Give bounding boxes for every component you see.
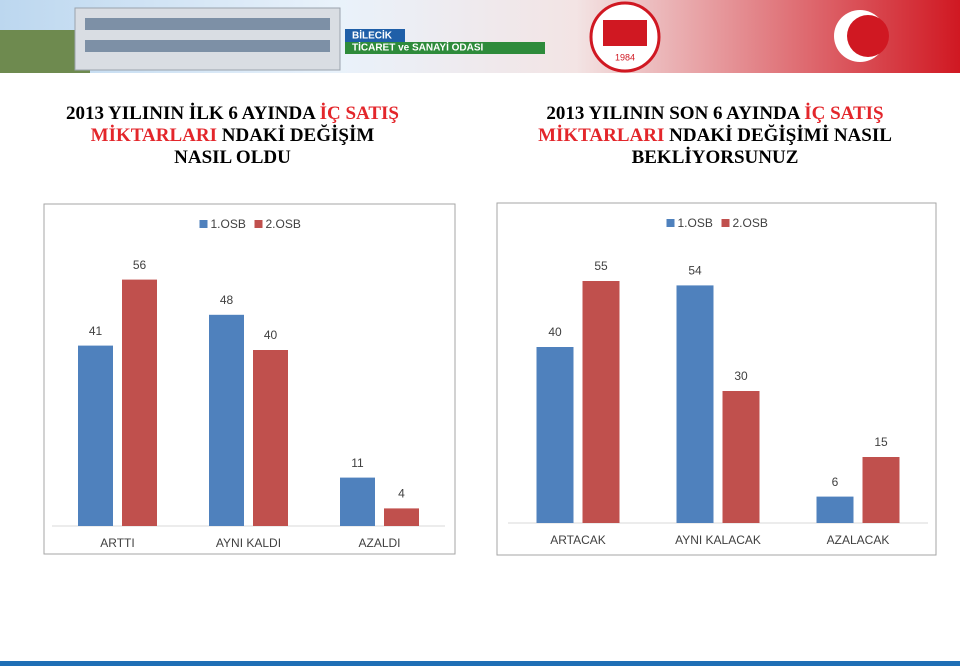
title-part: NDAKİ DEĞİŞİM <box>217 125 375 146</box>
data-label: 54 <box>688 264 702 278</box>
x-tick-label: AYNI KALDI <box>216 536 281 550</box>
title-part: MİKTARLARI <box>90 125 217 146</box>
building-windows <box>85 18 330 30</box>
bar <box>722 391 760 523</box>
bar <box>340 477 375 526</box>
legend-swatch <box>666 219 675 227</box>
data-label: 4 <box>398 487 405 501</box>
title-part: 2013 YILININ İLK 6 AYINDA <box>66 103 320 124</box>
x-tick-label: AZALACAK <box>827 533 890 547</box>
brand-box <box>345 29 405 42</box>
x-tick-label: AYNI KALACAK <box>675 533 761 547</box>
chart-title: 2013 YILININ İLK 6 AYINDA İÇ SATIŞ MİKTA… <box>30 103 435 169</box>
crescent-cut <box>847 15 889 57</box>
title-part: MİKTARLARI <box>538 125 665 146</box>
legend-label: 1.OSB <box>678 216 713 230</box>
chart-title: 2013 YILININ SON 6 AYINDA İÇ SATIŞ MİKTA… <box>495 103 935 169</box>
title-part: İÇ SATIŞ <box>804 103 884 124</box>
legend-swatch <box>199 220 208 228</box>
title-part: NASIL OLDU <box>174 147 291 168</box>
bar <box>582 281 620 523</box>
bar <box>384 508 419 526</box>
x-tick-label: AZALDI <box>358 536 400 550</box>
data-label: 15 <box>874 435 888 449</box>
brand-bottom: TİCARET ve SANAYİ ODASI <box>352 41 484 54</box>
title-part: BEKLİYORSUNUZ <box>631 147 799 168</box>
data-label: 56 <box>133 258 147 272</box>
bar <box>676 285 714 523</box>
data-label: 30 <box>734 369 748 383</box>
bar <box>209 314 244 526</box>
logo-year: 1984 <box>615 52 635 62</box>
data-label: 55 <box>594 259 608 273</box>
data-label: 11 <box>351 456 364 470</box>
data-label: 40 <box>548 325 562 339</box>
legend-swatch <box>254 220 263 228</box>
bar <box>816 496 854 523</box>
title-part: 2013 YILININ SON 6 AYINDA <box>546 103 805 124</box>
bar <box>536 347 574 523</box>
legend-label: 2.OSB <box>266 217 301 231</box>
x-tick-label: ARTTI <box>100 536 134 550</box>
footer-line <box>0 661 960 666</box>
legend-label: 1.OSB <box>211 217 246 231</box>
data-label: 6 <box>832 475 839 489</box>
bar <box>78 345 113 526</box>
building-windows <box>85 40 330 52</box>
data-label: 41 <box>89 324 103 338</box>
building <box>74 7 341 71</box>
legend-label: 2.OSB <box>733 216 768 230</box>
brand-box <box>345 42 545 54</box>
title-part: NDAKİ DEĞİŞİMİ NASIL <box>664 125 892 146</box>
bar <box>862 457 900 523</box>
bar <box>122 279 157 526</box>
title-part: İÇ SATIŞ <box>319 103 399 124</box>
x-tick-label: ARTACAK <box>550 533 606 547</box>
logo-emblem <box>603 20 647 46</box>
legend-swatch <box>721 219 730 227</box>
brand-top: BİLECİK <box>352 29 393 42</box>
bar <box>253 350 288 526</box>
data-label: 48 <box>220 293 234 307</box>
data-label: 40 <box>264 328 278 342</box>
